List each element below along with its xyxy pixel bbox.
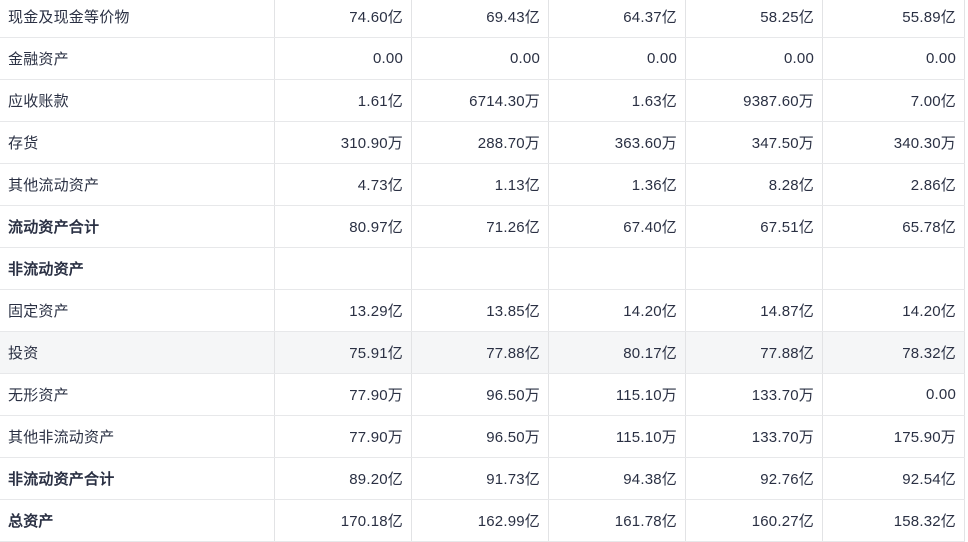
value-cell: 92.76亿 [685, 458, 822, 499]
value-cell: 4.73亿 [274, 164, 411, 205]
row-label: 存货 [8, 135, 39, 152]
value-cell: 77.90万 [274, 374, 411, 415]
value-cell: 55.89亿 [822, 0, 965, 37]
value-cell: 160.27亿 [685, 500, 822, 541]
table-row[interactable]: 非流动资产 [0, 248, 965, 290]
value-cell: 1.63亿 [548, 80, 685, 121]
value-cell: 65.78亿 [822, 206, 965, 247]
value-cell: 74.60亿 [274, 0, 411, 37]
value-cell: 58.25亿 [685, 0, 822, 37]
value-cell: 13.85亿 [411, 290, 548, 331]
value-cell: 158.32亿 [822, 500, 965, 541]
value-cell: 78.32亿 [822, 332, 965, 373]
row-label: 总资产 [8, 513, 54, 530]
value-cell: 1.13亿 [411, 164, 548, 205]
value-cell: 89.20亿 [274, 458, 411, 499]
value-cell: 77.88亿 [411, 332, 548, 373]
value-cell: 80.97亿 [274, 206, 411, 247]
value-cell: 162.99亿 [411, 500, 548, 541]
value-cell: 96.50万 [411, 374, 548, 415]
value-cell: 1.36亿 [548, 164, 685, 205]
value-cell: 133.70万 [685, 374, 822, 415]
value-cell [548, 248, 685, 289]
value-cell: 71.26亿 [411, 206, 548, 247]
value-cell: 310.90万 [274, 122, 411, 163]
value-cell: 6714.30万 [411, 80, 548, 121]
table-row[interactable]: 现金及现金等价物 74.60亿 69.43亿 64.37亿 58.25亿 55.89亿 [0, 0, 965, 38]
value-cell: 9387.60万 [685, 80, 822, 121]
value-cell: 115.10万 [548, 374, 685, 415]
value-cell: 13.29亿 [274, 290, 411, 331]
value-cell: 363.60万 [548, 122, 685, 163]
value-cell: 340.30万 [822, 122, 965, 163]
row-label: 固定资产 [8, 303, 69, 320]
value-cell: 77.88亿 [685, 332, 822, 373]
table-row[interactable]: 投资 75.91亿 77.88亿 80.17亿 77.88亿 78.32亿 [0, 332, 965, 374]
value-cell [274, 248, 411, 289]
value-cell: 14.20亿 [548, 290, 685, 331]
table-row[interactable]: 其他非流动资产 77.90万 96.50万 115.10万 133.70万 175.90万 [0, 416, 965, 458]
row-label: 无形资产 [8, 387, 69, 404]
table-row[interactable]: 应收账款 1.61亿 6714.30万 1.63亿 9387.60万 7.00亿 [0, 80, 965, 122]
value-cell: 75.91亿 [274, 332, 411, 373]
row-label: 金融资产 [8, 51, 69, 68]
value-cell: 0.00 [411, 38, 548, 79]
value-cell: 91.73亿 [411, 458, 548, 499]
value-cell: 92.54亿 [822, 458, 965, 499]
value-cell [822, 248, 965, 289]
table-row[interactable]: 固定资产 13.29亿 13.85亿 14.20亿 14.87亿 14.20亿 [0, 290, 965, 332]
value-cell: 1.61亿 [274, 80, 411, 121]
row-label: 现金及现金等价物 [8, 9, 130, 26]
row-label: 非流动资产合计 [8, 471, 115, 488]
value-cell: 7.00亿 [822, 80, 965, 121]
table-row[interactable]: 其他流动资产 4.73亿 1.13亿 1.36亿 8.28亿 2.86亿 [0, 164, 965, 206]
row-label: 其他流动资产 [8, 177, 100, 194]
table-row[interactable]: 非流动资产合计 89.20亿 91.73亿 94.38亿 92.76亿 92.54亿 [0, 458, 965, 500]
value-cell: 0.00 [822, 374, 965, 415]
value-cell: 115.10万 [548, 416, 685, 457]
value-cell: 8.28亿 [685, 164, 822, 205]
value-cell: 0.00 [822, 38, 965, 79]
value-cell: 288.70万 [411, 122, 548, 163]
value-cell: 133.70万 [685, 416, 822, 457]
table-row[interactable]: 无形资产 77.90万 96.50万 115.10万 133.70万 0.00 [0, 374, 965, 416]
value-cell: 170.18亿 [274, 500, 411, 541]
value-cell: 2.86亿 [822, 164, 965, 205]
value-cell: 0.00 [274, 38, 411, 79]
value-cell: 67.51亿 [685, 206, 822, 247]
row-label: 非流动资产 [8, 261, 85, 278]
value-cell: 94.38亿 [548, 458, 685, 499]
row-label: 流动资产合计 [8, 219, 100, 236]
row-label: 应收账款 [8, 93, 69, 110]
value-cell: 347.50万 [685, 122, 822, 163]
value-cell [685, 248, 822, 289]
row-label: 其他非流动资产 [8, 429, 115, 446]
table-row[interactable]: 存货 310.90万 288.70万 363.60万 347.50万 340.30万 [0, 122, 965, 164]
value-cell: 0.00 [548, 38, 685, 79]
value-cell: 67.40亿 [548, 206, 685, 247]
value-cell: 96.50万 [411, 416, 548, 457]
value-cell: 14.87亿 [685, 290, 822, 331]
value-cell: 14.20亿 [822, 290, 965, 331]
value-cell: 0.00 [685, 38, 822, 79]
value-cell: 64.37亿 [548, 0, 685, 37]
table-row[interactable]: 流动资产合计 80.97亿 71.26亿 67.40亿 67.51亿 65.78亿 [0, 206, 965, 248]
value-cell: 80.17亿 [548, 332, 685, 373]
value-cell: 161.78亿 [548, 500, 685, 541]
value-cell: 77.90万 [274, 416, 411, 457]
row-label: 投资 [8, 345, 39, 362]
value-cell [411, 248, 548, 289]
table-row[interactable]: 总资产 170.18亿 162.99亿 161.78亿 160.27亿 158.32亿 [0, 500, 965, 542]
value-cell: 175.90万 [822, 416, 965, 457]
value-cell: 69.43亿 [411, 0, 548, 37]
table-row[interactable]: 金融资产 0.00 0.00 0.00 0.00 0.00 [0, 38, 965, 80]
